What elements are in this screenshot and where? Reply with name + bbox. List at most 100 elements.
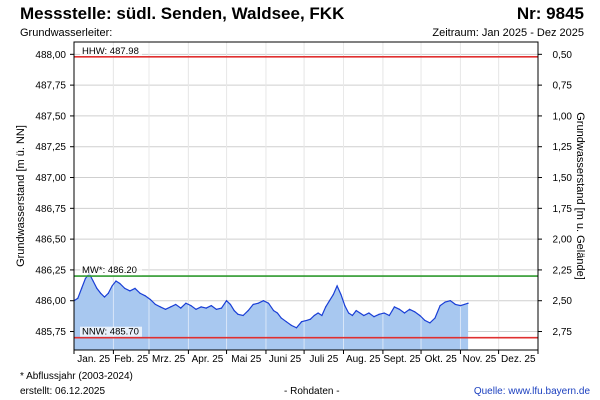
level-point (233, 309, 235, 312)
station-number: Nr: 9845 (516, 4, 584, 23)
footnote-mean: * Abflussjahr (2003-2024) (20, 371, 133, 382)
level-point (215, 308, 217, 310)
y-tick-label: 488,00 (35, 50, 66, 61)
level-point (272, 309, 275, 312)
level-point (252, 303, 254, 306)
level-point (332, 293, 334, 296)
level-point (84, 277, 87, 280)
y-tick-label: 486,25 (35, 265, 66, 276)
plot-frame (73, 41, 539, 351)
level-point (124, 287, 126, 289)
y2-tick-label: 2,25 (553, 265, 573, 276)
mw-label-bg (80, 265, 142, 276)
level-point (247, 309, 249, 312)
y2-tick-label: 1,75 (553, 204, 573, 215)
y-tick-label: 487,50 (35, 111, 66, 122)
x-tick-label: Juni 25 (269, 354, 302, 365)
aquifer-label: Grundwasserleiter: (20, 27, 113, 39)
x-tick-label: Dez. 25 (501, 354, 536, 365)
y2-tick-label: 1,50 (553, 173, 573, 184)
level-point (336, 285, 338, 287)
level-point (149, 298, 151, 301)
level-point (229, 303, 231, 306)
level-point (325, 306, 327, 308)
level-point (434, 317, 436, 319)
level-point (344, 305, 346, 307)
y-axis-title: Grundwasserstand [m ü. NN] (15, 125, 27, 267)
level-point (225, 300, 228, 302)
level-point (347, 312, 350, 314)
level-point (398, 308, 401, 310)
level-point (237, 313, 239, 315)
level-point (429, 322, 431, 324)
level-point (414, 311, 416, 313)
level-point (111, 285, 113, 287)
level-point (444, 301, 446, 303)
level-point (154, 303, 156, 306)
y2-tick-label: 1,00 (553, 111, 573, 122)
x-tick-label: Mrz. 25 (152, 354, 186, 365)
level-point (280, 317, 282, 319)
level-point (309, 318, 312, 320)
level-point (328, 300, 331, 302)
y2-tick-label: 2,00 (553, 235, 573, 246)
level-point (115, 280, 117, 282)
y2-tick-label: 1,25 (553, 142, 573, 153)
level-point (267, 302, 270, 304)
level-point (454, 303, 456, 306)
y2-tick-label: 0,50 (553, 50, 573, 61)
level-point (321, 314, 323, 317)
level-point (164, 308, 167, 310)
level-point (77, 297, 79, 299)
level-point (285, 321, 287, 323)
level-point (262, 300, 265, 302)
level-point (129, 290, 131, 292)
level-point (134, 287, 136, 289)
level-point (449, 300, 451, 302)
level-point (103, 296, 106, 298)
level-point (363, 314, 365, 317)
level-point (205, 307, 207, 309)
rawdata-label: - Rohdaten - (284, 386, 340, 397)
level-point (92, 280, 94, 282)
level-point (306, 319, 308, 322)
y-tick-label: 486,00 (35, 296, 66, 307)
x-tick-label: Jan. 25 (77, 354, 110, 365)
level-point (185, 302, 187, 304)
y2-tick-label: 0,75 (553, 81, 573, 92)
level-point (317, 312, 319, 314)
nnw-label-bg (80, 326, 142, 337)
hhw-label: HHW: 487.98 (82, 46, 139, 57)
level-point (96, 287, 98, 289)
y-tick-label: 487,75 (35, 81, 66, 92)
level-point (190, 305, 192, 307)
y2-tick-label: 2,75 (553, 327, 573, 338)
y-tick-label: 487,25 (35, 142, 66, 153)
level-point (159, 306, 162, 308)
level-point (463, 303, 465, 306)
source-link[interactable]: Quelle: www.lfu.bayern.de (473, 386, 590, 397)
level-point (180, 307, 182, 309)
period-label: Zeitraum: Jan 2025 - Dez 2025 (432, 27, 584, 39)
y-tick-label: 486,75 (35, 204, 66, 215)
level-point (359, 312, 361, 314)
level-point (170, 306, 172, 308)
x-tick-label: Nov. 25 (463, 354, 497, 365)
y-tick-label: 486,50 (35, 235, 66, 246)
y2-axis-title: Grundwasserstand [m u. Gelände] (574, 112, 586, 280)
level-point (409, 308, 411, 310)
level-point (200, 306, 202, 308)
level-point (300, 321, 303, 323)
level-point (175, 303, 177, 306)
level-point (220, 307, 223, 309)
y2-tick-label: 2,50 (553, 296, 573, 307)
level-point (100, 292, 102, 294)
x-tick-label: Okt. 25 (425, 354, 458, 365)
x-tick-label: Feb. 25 (114, 354, 148, 365)
mw-label: MW*: 486.20 (82, 265, 137, 276)
level-point (144, 295, 146, 297)
level-point (424, 319, 426, 322)
level-point (290, 324, 292, 326)
level-point (313, 314, 315, 317)
level-point (378, 313, 380, 315)
